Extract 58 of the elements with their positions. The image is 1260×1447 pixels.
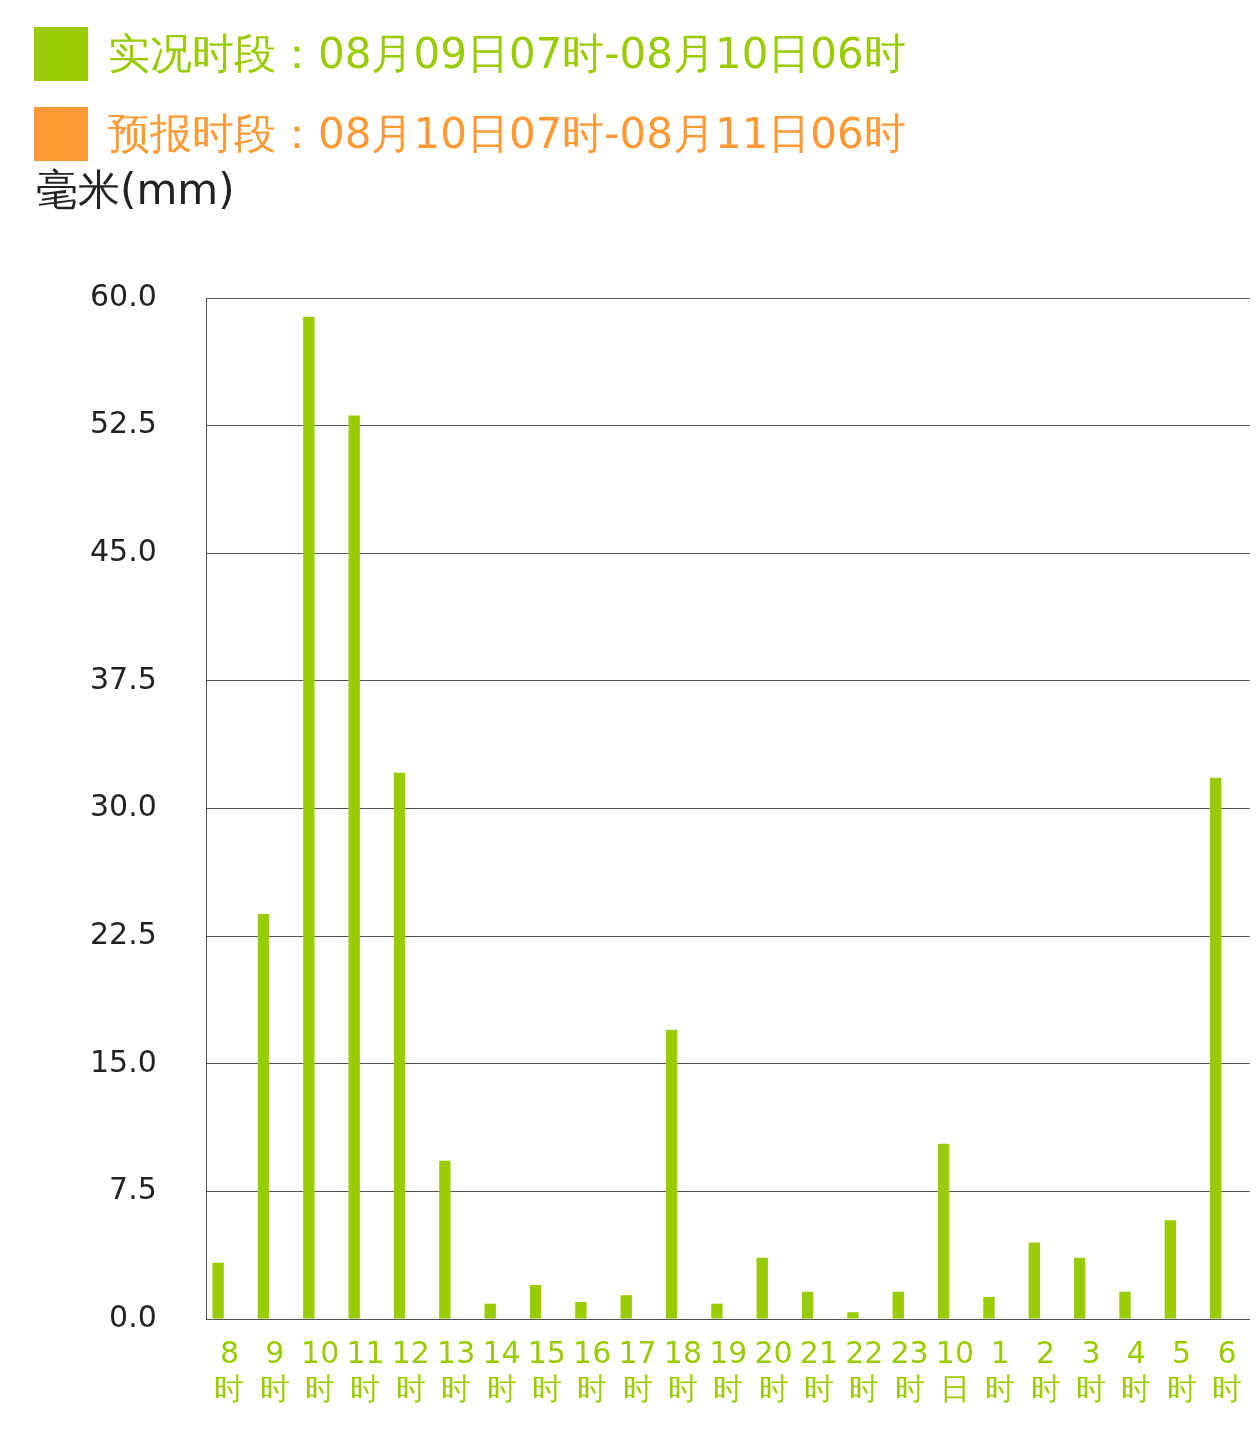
x-tick-label: 22时 (845, 1334, 884, 1406)
x-tick-label: 16时 (573, 1334, 612, 1406)
bar (711, 1303, 723, 1319)
bar (439, 1160, 451, 1319)
x-tick-label: 14时 (482, 1334, 521, 1406)
bar (801, 1291, 814, 1319)
bar (756, 1257, 768, 1319)
y-tick-label: 60.0 (90, 277, 157, 313)
bar (983, 1296, 995, 1319)
x-tick-label: 5时 (1166, 1334, 1197, 1406)
bar (484, 1303, 496, 1319)
bar (212, 1262, 224, 1319)
y-tick-label: 7.5 (109, 1171, 157, 1207)
bar (393, 772, 406, 1319)
y-tick-label: 0.0 (109, 1298, 157, 1334)
x-tick-label: 3时 (1075, 1334, 1106, 1406)
x-tick-label: 10时 (301, 1334, 340, 1406)
y-tick-label: 52.5 (90, 405, 157, 441)
x-tick-label: 6时 (1212, 1334, 1242, 1406)
bar (937, 1143, 950, 1319)
x-tick-label: 20时 (754, 1334, 793, 1406)
bar (257, 914, 270, 1319)
bar (1073, 1257, 1086, 1319)
x-tick-label: 1时 (985, 1334, 1016, 1406)
legend-label: 实况时段：08月09日07时-08月10日06时 (108, 28, 906, 80)
x-tick-label: 2时 (1030, 1334, 1061, 1406)
x-tick-label: 4时 (1121, 1334, 1152, 1406)
bar (1028, 1242, 1040, 1319)
x-tick-label: 21时 (799, 1334, 839, 1406)
x-tick-label: 23时 (890, 1334, 929, 1406)
x-tick-label: 19时 (709, 1334, 748, 1406)
x-tick-label: 18时 (663, 1334, 702, 1406)
x-tick-label: 8时 (214, 1334, 245, 1406)
legend-label: 预报时段：08月10日07时-08月11日06时 (108, 108, 906, 160)
x-tick-label: 17时 (618, 1334, 657, 1406)
bar (529, 1284, 542, 1319)
bar (575, 1301, 587, 1319)
y-axis-title: 毫米(mm) (36, 164, 235, 216)
bar (620, 1295, 632, 1319)
y-tick-label: 22.5 (90, 915, 157, 951)
bar (1164, 1220, 1176, 1319)
bar (1119, 1291, 1131, 1319)
x-tick-label: 12时 (391, 1334, 430, 1406)
bar (665, 1029, 678, 1319)
bar (892, 1291, 904, 1319)
bar (303, 316, 315, 1319)
y-tick-label: 45.0 (90, 533, 157, 569)
x-tick-label: 15时 (527, 1334, 566, 1406)
x-tick-label: 9时 (259, 1334, 290, 1406)
y-tick-label: 15.0 (90, 1043, 157, 1079)
bar (1210, 777, 1222, 1319)
bar (847, 1312, 859, 1319)
x-tick-label: 13时 (437, 1334, 476, 1406)
y-tick-label: 37.5 (90, 660, 157, 696)
x-tick-label: 11时 (346, 1334, 385, 1406)
bar (348, 415, 360, 1319)
y-tick-label: 30.0 (90, 788, 157, 824)
x-tick-label: 10日 (935, 1334, 975, 1406)
